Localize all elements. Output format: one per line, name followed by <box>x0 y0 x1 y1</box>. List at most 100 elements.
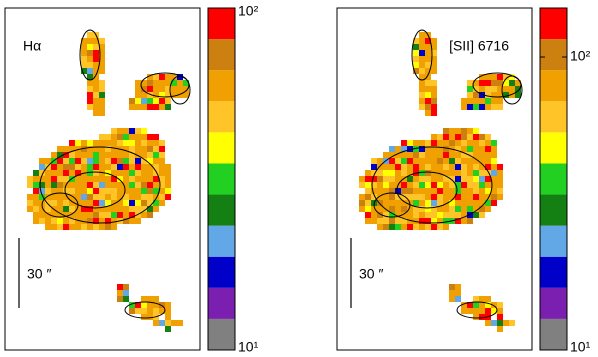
pixel <box>63 194 69 200</box>
pixel <box>45 194 51 200</box>
pixel <box>407 140 413 146</box>
pixel <box>135 98 141 104</box>
pixel <box>105 170 111 176</box>
pixel <box>371 206 377 212</box>
pixel <box>75 206 81 212</box>
pixel <box>147 200 153 206</box>
contour <box>169 75 191 105</box>
pixel <box>455 194 461 200</box>
pixel <box>177 320 183 326</box>
pixel <box>509 86 515 92</box>
colorbar-frame <box>539 7 568 351</box>
pixel <box>27 194 33 200</box>
pixel <box>123 290 129 296</box>
pixel <box>141 128 147 134</box>
pixel <box>159 158 165 164</box>
pixel <box>389 194 395 200</box>
pixel <box>159 80 165 86</box>
pixel <box>479 74 485 80</box>
pixel <box>51 164 57 170</box>
colorbar-segment <box>540 318 567 350</box>
pixel <box>479 134 485 140</box>
pixel <box>497 80 503 86</box>
pixel <box>147 194 153 200</box>
pixel <box>99 146 105 152</box>
pixel <box>407 194 413 200</box>
pixel <box>377 200 383 206</box>
pixel <box>93 92 99 98</box>
pixel <box>81 158 87 164</box>
pixel <box>413 44 419 50</box>
pixel <box>383 194 389 200</box>
pixel <box>153 104 159 110</box>
pixel <box>401 164 407 170</box>
pixel <box>431 98 437 104</box>
pixel <box>383 200 389 206</box>
pixel <box>473 308 479 314</box>
pixel <box>485 302 491 308</box>
pixel <box>371 158 377 164</box>
pixel <box>497 320 503 326</box>
pixel <box>467 188 473 194</box>
pixel <box>491 188 497 194</box>
pixel <box>69 182 75 188</box>
pixel <box>419 194 425 200</box>
pixel <box>425 62 431 68</box>
pixel <box>383 152 389 158</box>
pixel <box>81 38 87 44</box>
pixel <box>455 170 461 176</box>
pixel <box>75 218 81 224</box>
pixel <box>147 80 153 86</box>
pixel <box>467 164 473 170</box>
pixel <box>407 158 413 164</box>
pixel <box>461 128 467 134</box>
pixel <box>153 92 159 98</box>
pixel <box>69 140 75 146</box>
colorbar-segment <box>208 163 235 195</box>
pixel <box>87 32 93 38</box>
pixel <box>153 296 159 302</box>
pixel <box>395 176 401 182</box>
pixel <box>87 152 93 158</box>
pixel <box>69 146 75 152</box>
pixel <box>141 194 147 200</box>
pixel <box>69 152 75 158</box>
pixel <box>27 200 33 206</box>
pixel <box>153 170 159 176</box>
pixel <box>135 188 141 194</box>
pixel <box>141 92 147 98</box>
pixel <box>153 80 159 86</box>
pixel <box>485 188 491 194</box>
pixel <box>135 206 141 212</box>
pixel <box>99 158 105 164</box>
pixel <box>159 104 165 110</box>
pixel <box>371 194 377 200</box>
pixel <box>81 50 87 56</box>
pixel <box>93 212 99 218</box>
pixel <box>449 134 455 140</box>
pixel <box>45 212 51 218</box>
pixel <box>57 146 63 152</box>
pixel <box>479 140 485 146</box>
pixel <box>383 182 389 188</box>
pixel <box>165 74 171 80</box>
pixel <box>461 218 467 224</box>
pixel <box>443 200 449 206</box>
pixel <box>497 86 503 92</box>
pixel <box>51 200 57 206</box>
pixel <box>473 188 479 194</box>
pixel <box>479 296 485 302</box>
pixel <box>491 98 497 104</box>
pixel <box>437 224 443 230</box>
pixel <box>171 320 177 326</box>
pixel <box>419 188 425 194</box>
pixel <box>129 158 135 164</box>
pixel <box>377 164 383 170</box>
pixel <box>491 158 497 164</box>
pixel <box>449 158 455 164</box>
pixel <box>479 92 485 98</box>
pixel <box>413 62 419 68</box>
pixel <box>93 110 99 116</box>
colorbar-segment <box>540 225 567 257</box>
pixel <box>81 200 87 206</box>
